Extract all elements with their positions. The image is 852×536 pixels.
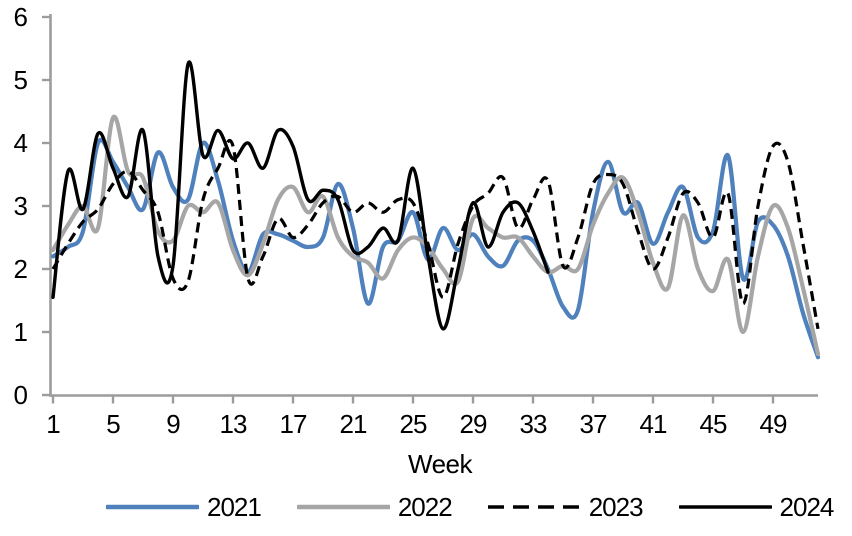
x-tick-label: 33	[520, 409, 547, 439]
legend-swatch-2023-dashed-line	[487, 505, 581, 509]
x-axis-title: Week	[408, 449, 473, 479]
series-line-2023	[51, 138, 820, 330]
x-tick-label: 45	[700, 409, 727, 439]
x-tick-label: 29	[460, 409, 487, 439]
y-tick-label: 4	[14, 128, 28, 158]
y-tick-label: 3	[14, 191, 28, 221]
legend-swatch-2024-line	[678, 505, 772, 509]
x-tick-label: 37	[580, 409, 607, 439]
legend-swatch-2022-line	[296, 504, 390, 510]
legend-item-2021: 2021	[106, 492, 262, 522]
chart-legend: 2021 2022 2023 2024	[106, 492, 835, 522]
y-tick-label: 1	[14, 317, 28, 347]
series-line-2022	[50, 114, 821, 357]
x-tick-label: 41	[640, 409, 667, 439]
x-tick-label: 1	[46, 409, 60, 439]
legend-label-2021: 2021	[207, 492, 262, 522]
legend-label-2022: 2022	[397, 492, 453, 522]
series-line-2024	[51, 60, 550, 331]
legend-item-2024: 2024	[678, 492, 835, 522]
y-tick-label: 0	[14, 380, 28, 410]
legend-item-2023: 2023	[487, 492, 644, 522]
series-line-2021	[50, 137, 821, 360]
y-tick-label: 5	[14, 65, 28, 95]
legend-swatch-2021-line	[106, 504, 199, 510]
y-tick-label: 6	[14, 2, 28, 32]
x-tick-label: 25	[400, 409, 427, 439]
x-tick-label: 13	[220, 409, 247, 439]
x-tick-label: 21	[340, 409, 367, 439]
legend-label-2024: 2024	[779, 492, 835, 522]
x-tick-label: 17	[280, 409, 307, 439]
y-tick-label: 2	[14, 254, 28, 284]
legend-item-2022: 2022	[296, 492, 453, 522]
x-tick-label: 49	[760, 409, 787, 439]
legend-label-2023: 2023	[588, 492, 644, 522]
x-tick-label: 5	[106, 409, 120, 439]
x-tick-label: 9	[166, 409, 180, 439]
